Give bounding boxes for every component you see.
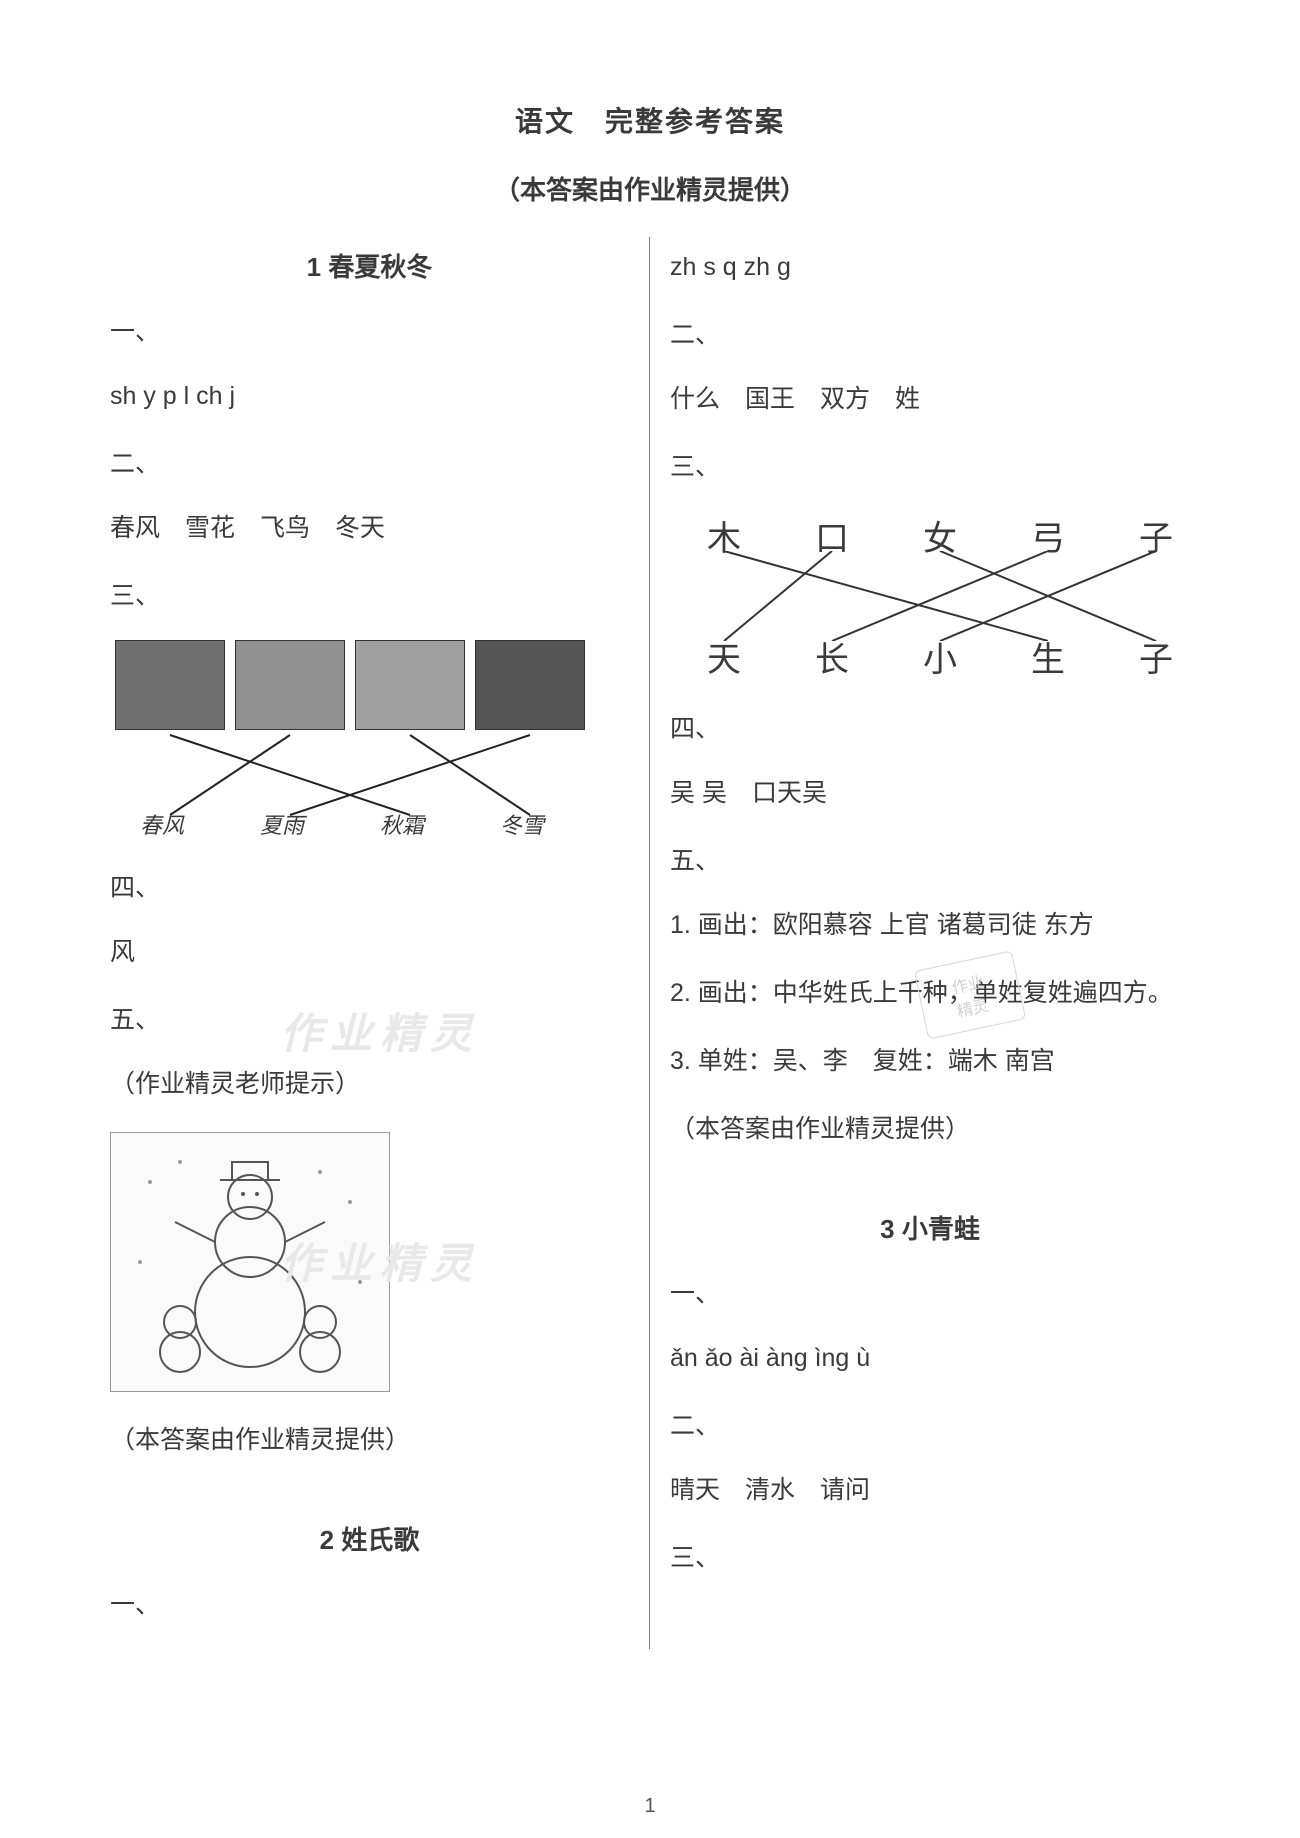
l1-q1-answer: sh y p l ch j — [110, 376, 629, 416]
season-label-3: 秋霜 — [380, 808, 424, 840]
lesson2-title: 2 姓氏歌 — [110, 1520, 629, 1557]
l3-q3-label: 三、 — [670, 1538, 1190, 1574]
l3-q2-answer: 晴天 清水 请问 — [670, 1470, 1190, 1510]
left-column: 1 春夏秋冬 一、 sh y p l ch j 二、 春风 雪花 飞鸟 冬天 三… — [90, 237, 650, 1649]
l1-q3-label: 三、 — [110, 576, 629, 612]
right-column: zh s q zh g 二、 什么 国王 双方 姓 三、 木 口 女 弓 子 天… — [650, 237, 1210, 1649]
stamp-line2: 精灵 — [954, 992, 990, 1022]
l1-q5-footer: （本答案由作业精灵提供） — [110, 1420, 629, 1460]
match-bot-1: 天 — [707, 632, 741, 681]
l1-q4-answer: 风 — [110, 932, 629, 972]
snowman-drawing — [110, 1132, 390, 1392]
season-label-4: 冬雪 — [500, 808, 544, 840]
page-subtitle: （本答案由作业精灵提供） — [90, 170, 1210, 207]
lesson3-title: 3 小青蛙 — [670, 1209, 1190, 1246]
match-bot-5: 子 — [1139, 632, 1173, 681]
match-bot-2: 长 — [815, 632, 849, 681]
l1-q5-label: 五、 — [110, 1000, 629, 1036]
l2-q5-1: 1. 画出：欧阳慕容 上官 诸葛司徒 东方 — [670, 905, 1190, 945]
match-bot-4: 生 — [1031, 632, 1065, 681]
l2-q1-answer: zh s q zh g — [670, 247, 1190, 287]
l1-q5-hint: （作业精灵老师提示） — [110, 1064, 629, 1104]
l1-q1-label: 一、 — [110, 312, 629, 348]
lesson1-title: 1 春夏秋冬 — [110, 247, 629, 284]
l2-q3-label: 三、 — [670, 447, 1190, 483]
match-lines-svg — [670, 551, 1210, 641]
season-label-2: 夏雨 — [260, 808, 304, 840]
l1-q4-label: 四、 — [110, 868, 629, 904]
l1-q2-answer: 春风 雪花 飞鸟 冬天 — [110, 508, 629, 548]
season-label-1: 春风 — [140, 808, 184, 840]
l3-q2-label: 二、 — [670, 1406, 1190, 1442]
radical-matching: 木 口 女 弓 子 天 长 小 生 子 — [670, 511, 1210, 681]
l1-q2-label: 二、 — [110, 444, 629, 480]
l2-q2-answer: 什么 国王 双方 姓 — [670, 379, 1190, 419]
l2-q5-label: 五、 — [670, 841, 1190, 877]
l2-q4-label: 四、 — [670, 709, 1190, 745]
l3-q1-label: 一、 — [670, 1274, 1190, 1310]
page-main-title: 语文 完整参考答案 — [90, 100, 1210, 140]
l2-q1-label: 一、 — [110, 1585, 629, 1621]
l2-q5-footer: （本答案由作业精灵提供） — [670, 1109, 1190, 1149]
page-number: 1 — [644, 1795, 655, 1818]
l2-q5-3: 3. 单姓：吴、李 复姓：端木 南宫 — [670, 1041, 1190, 1081]
match-bot-3: 小 — [923, 632, 957, 681]
seasons-matching-image: 春风 夏雨 秋霜 冬雪 — [110, 640, 590, 840]
l2-q2-label: 二、 — [670, 315, 1190, 351]
l3-q1-answer: ǎn ǎo ài àng ìng ù — [670, 1338, 1190, 1378]
l2-q4-answer: 吴 吴 口天吴 — [670, 773, 1190, 813]
